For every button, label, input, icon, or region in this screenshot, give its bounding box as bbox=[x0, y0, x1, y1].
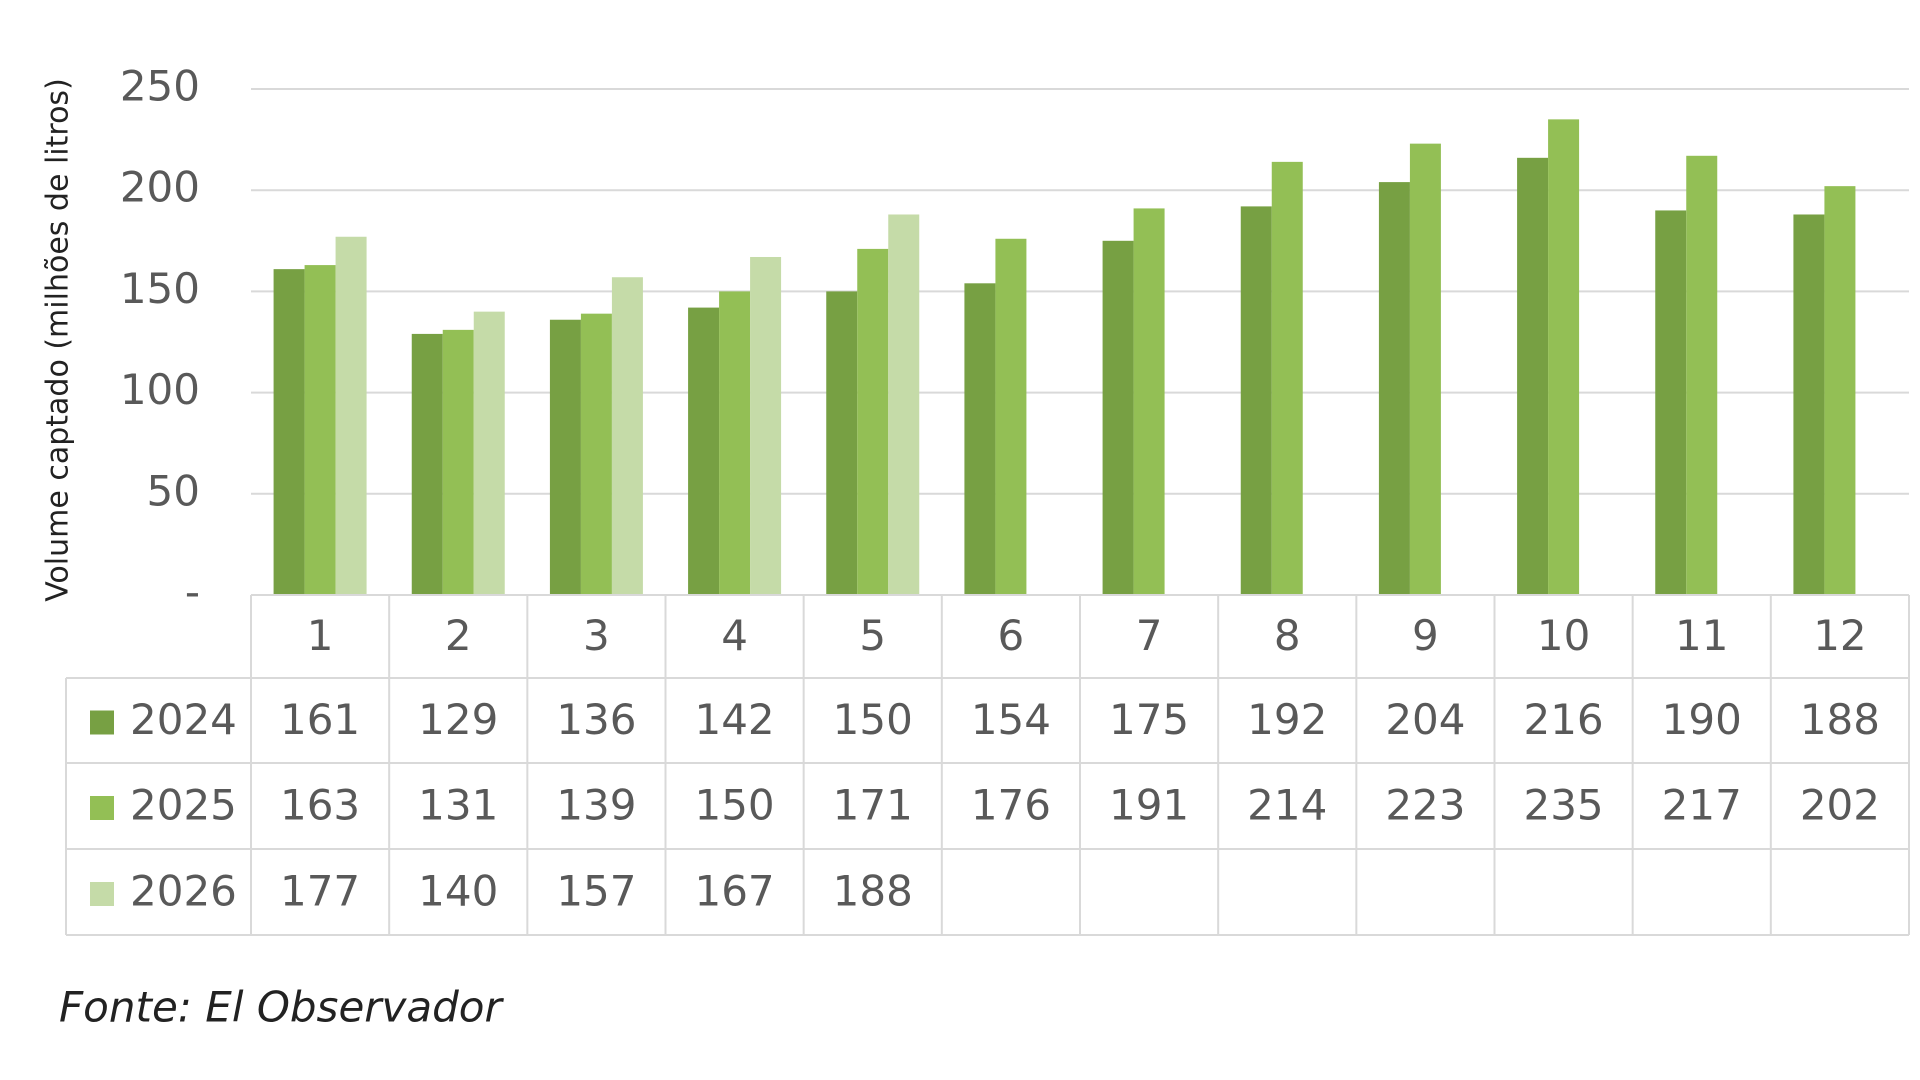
bar bbox=[549, 319, 581, 595]
table-value: 235 bbox=[1523, 781, 1603, 830]
bar bbox=[611, 277, 643, 595]
table-value: 188 bbox=[833, 867, 913, 916]
bar bbox=[335, 236, 367, 595]
x-tick-label: 5 bbox=[859, 611, 886, 660]
legend-label: 2026 bbox=[130, 867, 237, 916]
bar bbox=[750, 256, 782, 595]
bar bbox=[1824, 186, 1856, 596]
table-value: 214 bbox=[1247, 781, 1327, 830]
x-tick-label: 7 bbox=[1136, 611, 1163, 660]
x-tick-label: 11 bbox=[1675, 611, 1728, 660]
x-tick-label: 9 bbox=[1412, 611, 1439, 660]
table-value: 176 bbox=[971, 781, 1051, 830]
bar bbox=[1409, 143, 1441, 595]
table-value: 154 bbox=[971, 695, 1051, 744]
table-value: 140 bbox=[418, 867, 498, 916]
bar bbox=[442, 329, 474, 595]
table-value: 136 bbox=[556, 695, 636, 744]
table-value: 175 bbox=[1109, 695, 1189, 744]
legend-swatch bbox=[90, 796, 114, 820]
table-value: 217 bbox=[1662, 781, 1742, 830]
x-tick-label: 6 bbox=[998, 611, 1025, 660]
bar bbox=[1378, 182, 1410, 595]
table-value: 202 bbox=[1800, 781, 1880, 830]
x-tick-label: 1 bbox=[307, 611, 334, 660]
bar bbox=[688, 307, 720, 595]
bar bbox=[411, 333, 443, 595]
y-axis-title: Volume captado (milhões de litros) bbox=[41, 78, 76, 602]
table-value: 171 bbox=[833, 781, 913, 830]
table-value: 139 bbox=[556, 781, 636, 830]
table-value: 188 bbox=[1800, 695, 1880, 744]
bar bbox=[1793, 214, 1825, 595]
bar bbox=[1240, 206, 1272, 595]
bar bbox=[1271, 161, 1303, 595]
bar bbox=[304, 265, 336, 595]
bar bbox=[1517, 157, 1549, 596]
table-value: 150 bbox=[833, 695, 913, 744]
table-value: 192 bbox=[1247, 695, 1327, 744]
table-value: 190 bbox=[1662, 695, 1742, 744]
table-value: 157 bbox=[556, 867, 636, 916]
y-tick-label: 200 bbox=[120, 163, 200, 212]
x-tick-label: 4 bbox=[721, 611, 748, 660]
y-tick-label: 100 bbox=[120, 365, 200, 414]
x-tick-label: 3 bbox=[583, 611, 610, 660]
x-tick-label: 2 bbox=[445, 611, 472, 660]
x-tick-label: 8 bbox=[1274, 611, 1301, 660]
bar bbox=[995, 238, 1027, 595]
bar bbox=[1102, 240, 1134, 596]
table-value: 223 bbox=[1385, 781, 1465, 830]
bar bbox=[1133, 208, 1165, 595]
source-note: Fonte: El Observador bbox=[59, 983, 504, 1032]
y-tick-label: 250 bbox=[120, 62, 200, 111]
bar bbox=[964, 283, 996, 595]
table-value: 163 bbox=[280, 781, 360, 830]
bar bbox=[1686, 155, 1718, 596]
table-value: 129 bbox=[418, 695, 498, 744]
bar bbox=[273, 269, 305, 595]
table-value: 131 bbox=[418, 781, 498, 830]
bar bbox=[857, 248, 889, 595]
table-value: 204 bbox=[1385, 695, 1465, 744]
bar bbox=[826, 291, 858, 595]
bar bbox=[719, 291, 751, 595]
table-value: 167 bbox=[694, 867, 774, 916]
bar bbox=[1655, 210, 1687, 595]
y-tick-label: - bbox=[185, 568, 200, 617]
table-value: 161 bbox=[280, 695, 360, 744]
table-value: 177 bbox=[280, 867, 360, 916]
legend-swatch bbox=[90, 882, 114, 906]
y-tick-label: 50 bbox=[147, 466, 200, 515]
bar bbox=[1548, 119, 1580, 596]
table-value: 191 bbox=[1109, 781, 1189, 830]
x-tick-label: 10 bbox=[1537, 611, 1590, 660]
bar bbox=[580, 313, 612, 595]
bar bbox=[473, 311, 505, 595]
x-tick-label: 12 bbox=[1813, 611, 1866, 660]
table-value: 142 bbox=[694, 695, 774, 744]
legend-label: 2025 bbox=[130, 781, 237, 830]
bar bbox=[888, 214, 920, 595]
table-value: 150 bbox=[694, 781, 774, 830]
legend-swatch bbox=[90, 710, 114, 735]
y-tick-label: 150 bbox=[120, 264, 200, 313]
legend-label: 2024 bbox=[130, 695, 237, 744]
table-value: 216 bbox=[1523, 695, 1603, 744]
